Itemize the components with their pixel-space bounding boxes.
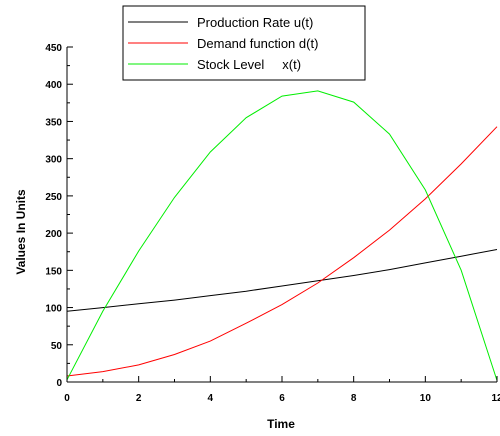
y-tick-label: 300 bbox=[45, 155, 62, 166]
y-axis-title: Values In Units bbox=[14, 189, 28, 275]
y-tick-label: 0 bbox=[56, 378, 62, 389]
plot-lines bbox=[66, 90, 498, 381]
series-line-1 bbox=[66, 126, 498, 377]
x-tick-label: 4 bbox=[208, 393, 214, 404]
y-tick-label: 100 bbox=[45, 304, 62, 315]
y-tick-label: 250 bbox=[45, 192, 62, 203]
legend-label-1: Demand function d(t) bbox=[197, 36, 318, 51]
y-tick-label: 400 bbox=[45, 80, 62, 91]
y-tick-label: 200 bbox=[45, 229, 62, 240]
series-line-2 bbox=[66, 90, 498, 381]
x-tick-label: 8 bbox=[351, 393, 357, 404]
legend-label-2: Stock Level x(t) bbox=[197, 57, 301, 72]
x-tick-label: 6 bbox=[279, 393, 285, 404]
y-tick-label: 150 bbox=[45, 266, 62, 277]
y-tick-label: 450 bbox=[45, 43, 62, 54]
x-tick-label: 12 bbox=[491, 393, 500, 404]
legend-label-0: Production Rate u(t) bbox=[197, 15, 313, 30]
x-tick-label: 0 bbox=[64, 393, 70, 404]
x-tick-label: 10 bbox=[420, 393, 432, 404]
y-tick-label: 350 bbox=[45, 117, 62, 128]
legend: Production Rate u(t) Demand function d(t)… bbox=[122, 5, 366, 81]
series-line-0 bbox=[66, 249, 498, 312]
x-axis-title: Time bbox=[267, 417, 295, 431]
x-tick-label: 2 bbox=[136, 393, 142, 404]
axes: 0 2 4 6 8 10 12 0 50 100 150 200 250 300 350 400 450 bbox=[45, 43, 500, 404]
y-tick-label: 50 bbox=[51, 341, 63, 352]
